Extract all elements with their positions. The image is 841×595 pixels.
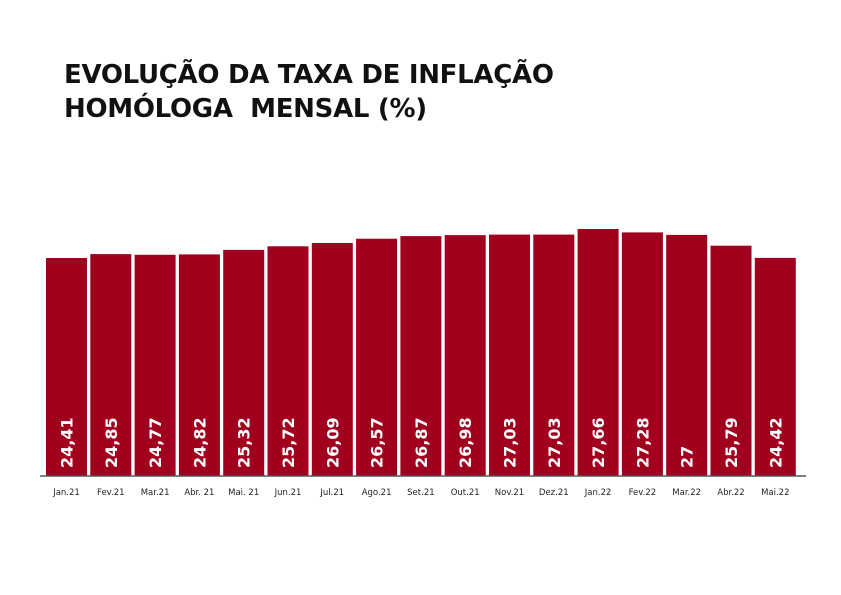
x-tick-label-8: Set.21 — [407, 488, 434, 498]
bar-9 — [444, 235, 486, 476]
x-tick-label-12: Jan.22 — [584, 488, 612, 498]
x-tick-label-7: Ago.21 — [362, 488, 392, 498]
bar-8 — [400, 236, 442, 476]
chart-title: EVOLUÇÃO DA TAXA DE INFLAÇÃO HOMÓLOGA ME… — [64, 58, 554, 126]
bar-10 — [489, 234, 530, 476]
x-tick-labels: Jan.21 Fev.21 Mar.21 Abr. 21 Mai. 21 Jun.21 Ju… — [52, 488, 789, 498]
x-tick-label-5: Jun.21 — [274, 488, 302, 498]
bar-3 — [178, 254, 220, 476]
x-tick-label-4: Mai. 21 — [228, 488, 259, 498]
x-tick-label-13: Fev.22 — [629, 488, 657, 498]
bar-12 — [577, 229, 619, 476]
bar-value-label-11: 27,03 — [545, 417, 564, 468]
bar-value-label-6: 26,09 — [323, 417, 342, 468]
bar-2 — [134, 254, 176, 476]
bar-value-label-12: 27,66 — [589, 417, 608, 468]
bars-group: 24,41 24,85 24,77 24,82 25,32 25,72 26,09 26,57… — [46, 229, 796, 476]
x-tick-label-2: Mar.21 — [141, 488, 170, 498]
bar-value-label-9: 26,98 — [456, 417, 475, 468]
x-tick-label-9: Out.21 — [451, 488, 480, 498]
bar-value-label-8: 26,87 — [412, 417, 431, 468]
bar-6 — [311, 243, 353, 476]
x-tick-label-14: Mar.22 — [672, 488, 701, 498]
x-tick-label-15: Abr.22 — [717, 488, 744, 498]
bar-value-label-0: 24,41 — [58, 417, 77, 468]
bar-value-label-1: 24,85 — [102, 417, 121, 468]
bar-value-label-3: 24,82 — [190, 417, 209, 468]
x-tick-label-11: Dez.21 — [539, 488, 569, 498]
bar-13 — [621, 232, 663, 476]
bar-value-label-10: 27,03 — [501, 417, 520, 468]
bar-1 — [90, 254, 132, 476]
x-tick-label-1: Fev.21 — [97, 488, 125, 498]
bar-4 — [223, 249, 265, 476]
bar-value-label-5: 25,72 — [279, 417, 298, 468]
bar-value-label-4: 25,32 — [235, 417, 254, 468]
bar-0 — [46, 258, 87, 476]
x-tick-label-3: Abr. 21 — [184, 488, 214, 498]
bar-15 — [710, 245, 752, 476]
bar-7 — [356, 238, 398, 476]
x-tick-label-0: Jan.21 — [52, 488, 80, 498]
bar-14 — [666, 234, 708, 476]
bar-value-label-16: 24,42 — [766, 417, 785, 468]
bar-value-label-14: 27 — [678, 446, 697, 468]
bar-value-label-2: 24,77 — [146, 417, 165, 468]
x-tick-label-10: Nov.21 — [495, 488, 524, 498]
chart-title-line-1: EVOLUÇÃO DA TAXA DE INFLAÇÃO — [64, 60, 554, 90]
chart-title-line-2: HOMÓLOGA MENSAL (%) — [64, 94, 427, 124]
bar-value-label-7: 26,57 — [368, 417, 387, 468]
bar-5 — [267, 246, 309, 476]
x-tick-label-16: Mai.22 — [761, 488, 789, 498]
bar-16 — [754, 257, 796, 476]
x-tick-label-6: Jul.21 — [319, 488, 344, 498]
bar-value-label-15: 25,79 — [722, 417, 741, 468]
bar-value-label-13: 27,28 — [633, 417, 652, 468]
bar-11 — [533, 234, 575, 476]
